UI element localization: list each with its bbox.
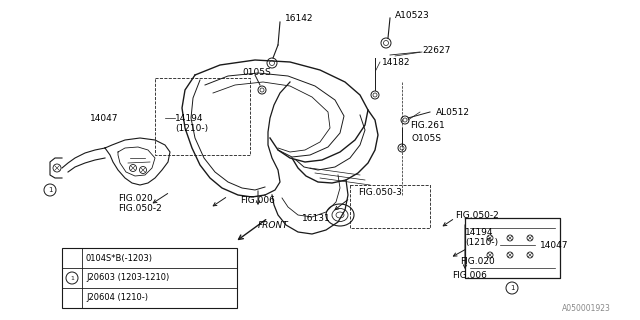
Text: FIG.050-3: FIG.050-3 [358,188,402,196]
Text: FIG.006: FIG.006 [240,196,275,204]
Text: 14047: 14047 [540,241,568,250]
Text: FRONT: FRONT [258,220,289,229]
Text: 1: 1 [48,187,52,193]
Text: 22627: 22627 [422,45,451,54]
Text: (1210-): (1210-) [175,124,208,132]
Text: FIG.020: FIG.020 [460,258,495,267]
Text: (1210-): (1210-) [465,237,498,246]
Text: 1: 1 [70,276,74,281]
Text: FIG.006: FIG.006 [452,270,487,279]
Bar [155,78,250,155]
Text: A10523: A10523 [395,11,429,20]
Text: 0105S: 0105S [242,68,271,76]
Text: J20604 (1210-): J20604 (1210-) [86,293,148,302]
Text: O105S: O105S [412,133,442,142]
Text: 14194: 14194 [175,114,204,123]
Text: A050001923: A050001923 [562,304,611,313]
Text: 14182: 14182 [382,58,410,67]
Text: 14194: 14194 [465,228,493,236]
Text: 1: 1 [509,285,515,291]
Text: J20603 (1203-1210): J20603 (1203-1210) [86,274,169,283]
Text: AL0512: AL0512 [436,108,470,116]
Text: FIG.261: FIG.261 [410,121,445,130]
Text: FIG.020: FIG.020 [118,194,153,203]
Text: 16131: 16131 [302,213,331,222]
Text: FIG.050-2: FIG.050-2 [118,204,162,212]
Text: 16142: 16142 [285,13,314,22]
Text: FIG.050-2: FIG.050-2 [455,211,499,220]
Text: 14047: 14047 [90,114,118,123]
Bar [62,248,237,308]
Text: 0104S*B(-1203): 0104S*B(-1203) [86,253,153,262]
Bar [350,185,430,228]
